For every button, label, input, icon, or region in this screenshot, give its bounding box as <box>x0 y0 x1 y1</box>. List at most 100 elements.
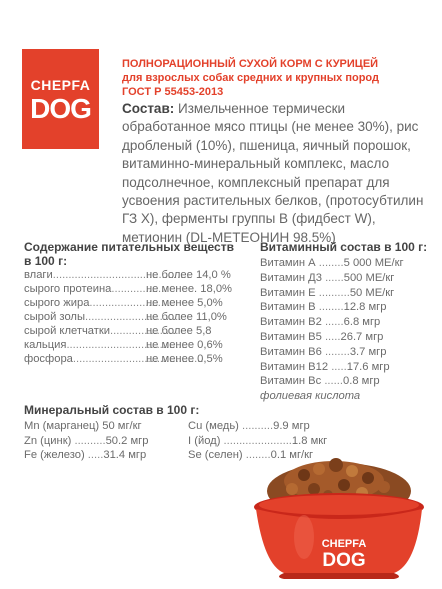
nutrient-row: сырого жира........................... н… <box>24 296 244 310</box>
nutrient-row: сырой золы..............................… <box>24 310 244 324</box>
vitamin-name: Витамин Вс <box>260 375 322 388</box>
minerals-right-list: Cu (медь) ..........9.9 мгр I (йод) ....… <box>188 419 327 463</box>
mineral-value: 31.4 мгр <box>103 449 147 461</box>
leader-dots: ........ <box>245 449 271 461</box>
mineral-row: Se (селен) ........0.1 мг/кг <box>188 448 327 463</box>
nutrients-list: влаги...................................… <box>24 268 244 366</box>
vitamin-name: Витамин Е <box>260 286 316 299</box>
nutrient-name: влаги <box>24 269 53 281</box>
mineral-row: I (йод) ......................1.8 мкг <box>188 434 327 449</box>
mineral-name: Zn (цинк) <box>24 434 72 447</box>
composition-text: Измельченное термически обработанное мяс… <box>122 101 424 245</box>
logo-line-1: CHEPFA <box>30 77 91 93</box>
nutrients-title: Содержание питательных веществ в 100 г: <box>24 240 234 268</box>
nutrient-value: не менее 0,5% <box>146 353 223 365</box>
vitamin-name: Витамин В6 <box>260 345 322 358</box>
nutrient-value: не более 14,0 % <box>146 269 231 281</box>
leader-dots: ..... <box>331 360 347 373</box>
nutrient-row: фосфора.................................… <box>24 352 244 366</box>
composition-block: Состав: Измельченное термически обработа… <box>122 100 432 247</box>
mineral-row: Zn (цинк) ..........50.2 мгр <box>24 434 148 449</box>
leader-dots: ..... <box>87 449 104 461</box>
vitamin-name: Витамин Д3 <box>260 271 322 284</box>
vitamin-row: Витамин Е ..........50 МЕ/кг <box>260 286 435 301</box>
leader-dots: ...... <box>324 375 343 388</box>
mineral-value: 1.8 мкг <box>291 434 328 447</box>
vitamin-name: Витамин В5 <box>260 330 322 343</box>
leader-dots: .......... <box>242 420 274 432</box>
vitamin-value: 0.8 мгр <box>342 375 380 388</box>
leader-dots: ...................... <box>223 434 292 447</box>
mineral-name: Se (селен) <box>188 449 243 461</box>
mineral-value: 50.2 мгр <box>105 434 149 447</box>
bowl-logo-line-1: CHEPFA <box>322 538 367 550</box>
vitamins-title: Витаминный состав в 100 г: <box>260 240 428 254</box>
vitamin-name: Витамин В2 <box>260 316 322 329</box>
leader-dots: ...................... <box>110 325 179 337</box>
vitamin-value: 5 000 МЕ/кг <box>343 257 404 269</box>
leader-dots: ........................... <box>89 297 174 309</box>
leader-dots: ............................... <box>85 311 182 323</box>
mineral-value: 50 мг/кг <box>102 420 142 432</box>
vitamin-row: Витамин В5 .....26.7 мгр <box>260 330 435 345</box>
bowl-body <box>256 509 422 573</box>
vitamin-name: Витамин А <box>260 257 316 269</box>
vitamin-row: Витамин А ........5 000 МЕ/кг <box>260 256 435 271</box>
leader-dots: ....................................... <box>66 339 188 351</box>
vitamin-row: Витамин В6 ........3.7 мгр <box>260 345 435 360</box>
nutrient-name: кальция <box>24 339 67 351</box>
nutrient-name: сырого протеина <box>24 283 112 295</box>
food-bowl-illustration: CHEPFA DOG <box>254 458 424 579</box>
nutrient-name: сырой золы <box>24 311 85 323</box>
nutrient-value: не более 5,8 <box>146 325 212 337</box>
mineral-name: Cu (медь) <box>188 420 239 432</box>
minerals-title: Минеральный состав в 100 г: <box>24 403 200 417</box>
nutrient-value: не менее. 18,0% <box>146 283 232 295</box>
mineral-row: Cu (медь) ..........9.9 мгр <box>188 419 327 434</box>
leader-dots: ........ <box>318 257 344 269</box>
vitamin-value: 500 МЕ/кг <box>343 271 395 284</box>
leader-dots: ...... <box>324 316 344 329</box>
leader-dots: ........ <box>324 345 350 358</box>
vitamin-value: 3.7 мгр <box>349 345 387 358</box>
leader-dots: .......... <box>318 286 350 299</box>
mineral-row: Fe (железо) .....31.4 мгр <box>24 448 148 463</box>
vitamin-value: 26.7 мгр <box>340 330 384 343</box>
bowl-logo-line-2: DOG <box>322 550 365 571</box>
vitamin-value: 17.6 мгр <box>346 360 390 373</box>
vitamin-name: Витамин В <box>260 301 316 314</box>
vitamin-value: 6.8 мгр <box>343 316 381 329</box>
vitamin-row: Витамин В12 .....17.6 мгр <box>260 360 435 375</box>
vitamin-value: 50 МЕ/кг <box>349 286 395 299</box>
logo-line-2: DOG <box>30 93 92 124</box>
leader-dots: ........................................… <box>52 269 190 281</box>
vitamin-row: Витамин Вс ......0.8 мгр <box>260 374 435 389</box>
vitamin-note: фолиевая кислота <box>260 390 361 403</box>
nutrient-name: фосфора <box>24 353 73 365</box>
product-title: ПОЛНОРАЦИОННЫЙ СУХОЙ КОРМ С КУРИЦЕЙ для … <box>122 57 422 99</box>
vitamin-row: Витамин В ........12.8 мгр <box>260 300 435 315</box>
title-line-3: ГОСТ Р 55453-2013 <box>122 86 224 98</box>
vitamin-row: Витамин Д3 ......500 МЕ/кг <box>260 271 435 286</box>
mineral-name: Fe (железо) <box>24 449 85 461</box>
nutrient-name: сырой клетчатки <box>24 325 111 337</box>
nutrient-row: кальция.................................… <box>24 338 244 352</box>
nutrient-value: не более 11,0% <box>146 311 227 323</box>
nutrient-row: сырого протеина.................. не мен… <box>24 282 244 296</box>
minerals-left-list: Mn (марганец) 50 мг/кг Zn (цинк) .......… <box>24 419 148 463</box>
vitamin-name: Витамин В12 <box>260 360 329 373</box>
vitamins-list: Витамин А ........5 000 МЕ/кг Витамин Д3… <box>260 256 435 404</box>
title-line-1: ПОЛНОРАЦИОННЫЙ СУХОЙ КОРМ С КУРИЦЕЙ <box>122 58 379 70</box>
vitamin-value: 12.8 мгр <box>343 301 387 314</box>
nutrient-row: влаги...................................… <box>24 268 244 282</box>
leader-dots: ........................................… <box>72 353 204 365</box>
brand-logo: CHEPFA DOG <box>22 49 99 149</box>
leader-dots: .......... <box>74 434 106 447</box>
mineral-name: I (йод) <box>188 434 221 447</box>
nutrient-row: сырой клетчатки...................... не… <box>24 324 244 338</box>
nutrient-value: не менее 5,0% <box>146 297 223 309</box>
leader-dots: ..... <box>324 330 341 343</box>
composition-label: Состав: <box>122 101 175 116</box>
mineral-row: Mn (марганец) 50 мг/кг <box>24 419 148 434</box>
mineral-value: 9.9 мгр <box>273 420 310 432</box>
